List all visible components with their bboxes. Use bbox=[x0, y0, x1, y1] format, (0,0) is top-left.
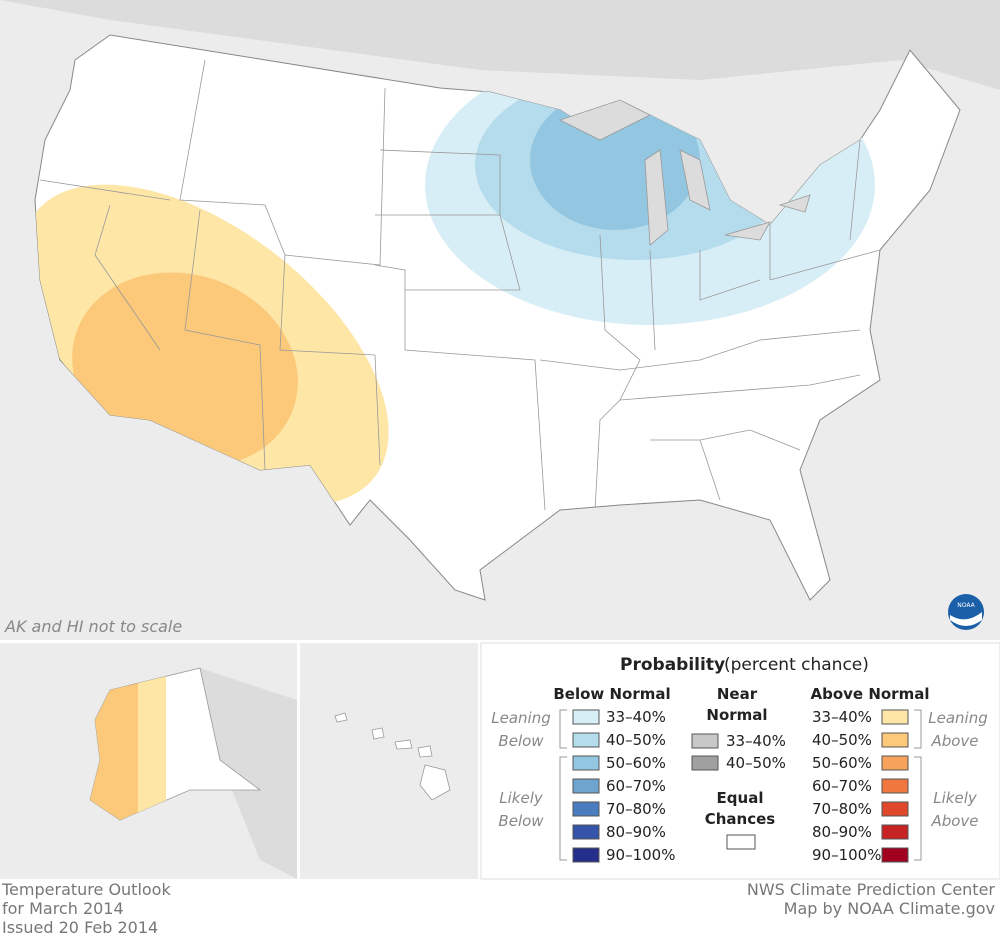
above-bracket bbox=[914, 709, 922, 861]
below-label: 90–100% bbox=[606, 846, 675, 864]
above-heading: Above Normal bbox=[811, 685, 930, 703]
state-borders bbox=[39, 59, 881, 511]
leaning-above: Above bbox=[930, 732, 978, 750]
ak-leaning-above bbox=[138, 668, 166, 820]
likely-above: Likely bbox=[933, 789, 978, 807]
above-label: 90–100% bbox=[812, 846, 881, 864]
legend-subtitle: (percent chance) bbox=[724, 655, 869, 675]
footer-left: for March 2014 bbox=[2, 899, 124, 918]
hawaii bbox=[334, 712, 451, 801]
below-swatch bbox=[572, 732, 600, 748]
legend-title: Probability bbox=[620, 655, 725, 675]
above-swatch bbox=[881, 824, 909, 840]
leaning-below: Leaning bbox=[491, 709, 550, 727]
below-swatch bbox=[572, 847, 600, 863]
below-swatch bbox=[572, 824, 600, 840]
near-swatch bbox=[691, 733, 719, 749]
near-heading: Near bbox=[717, 685, 758, 703]
below-swatch bbox=[572, 801, 600, 817]
below-swatch bbox=[572, 778, 600, 794]
equal-swatch bbox=[726, 834, 756, 850]
canada-inset bbox=[200, 668, 297, 879]
logo-text: NOAA bbox=[957, 602, 975, 609]
below-swatch bbox=[572, 755, 600, 771]
above-swatch bbox=[881, 755, 909, 771]
above-swatch bbox=[881, 709, 909, 725]
likely-below: Likely bbox=[499, 789, 544, 807]
leaning-above: Leaning bbox=[928, 709, 987, 727]
above-label: 40–50% bbox=[812, 731, 872, 749]
great-lakes bbox=[558, 99, 811, 246]
footer-left: Issued 20 Feb 2014 bbox=[2, 918, 158, 937]
above-label: 70–80% bbox=[812, 800, 872, 818]
footer-right: Map by NOAA Climate.gov bbox=[784, 899, 995, 918]
above-label: 50–60% bbox=[812, 754, 872, 772]
noaa-logo: NOAA bbox=[948, 594, 984, 630]
above-label: 33–40% bbox=[812, 708, 872, 726]
near-label: 33–40% bbox=[726, 732, 786, 750]
legend: Probability (percent chance) Below Norma… bbox=[491, 655, 987, 864]
above-swatch bbox=[881, 847, 909, 863]
below-bracket bbox=[559, 709, 567, 861]
above-label: 60–70% bbox=[812, 777, 872, 795]
below-label: 40–50% bbox=[606, 731, 666, 749]
hawaii-panel bbox=[300, 643, 478, 879]
above-swatch bbox=[881, 801, 909, 817]
below-label: 70–80% bbox=[606, 800, 666, 818]
equal-heading: Equal bbox=[717, 789, 764, 807]
footer-right: NWS Climate Prediction Center bbox=[747, 880, 996, 899]
likely-below: Below bbox=[498, 812, 544, 830]
canada bbox=[0, 0, 1000, 90]
below-label: 60–70% bbox=[606, 777, 666, 795]
equal-heading: Chances bbox=[705, 810, 776, 828]
below-label: 80–90% bbox=[606, 823, 666, 841]
near-heading: Normal bbox=[706, 706, 767, 724]
footer-left: Temperature Outlook bbox=[1, 880, 171, 899]
above-swatch bbox=[881, 778, 909, 794]
leaning-below: Below bbox=[498, 732, 544, 750]
below-swatch bbox=[572, 709, 600, 725]
near-swatch bbox=[691, 755, 719, 771]
above-swatch bbox=[881, 732, 909, 748]
below-label: 50–60% bbox=[606, 754, 666, 772]
scale-note: AK and HI not to scale bbox=[4, 617, 182, 636]
likely-above: Above bbox=[930, 812, 978, 830]
below-label: 33–40% bbox=[606, 708, 666, 726]
above-label: 80–90% bbox=[812, 823, 872, 841]
below-heading: Below Normal bbox=[553, 685, 670, 703]
near-label: 40–50% bbox=[726, 754, 786, 772]
